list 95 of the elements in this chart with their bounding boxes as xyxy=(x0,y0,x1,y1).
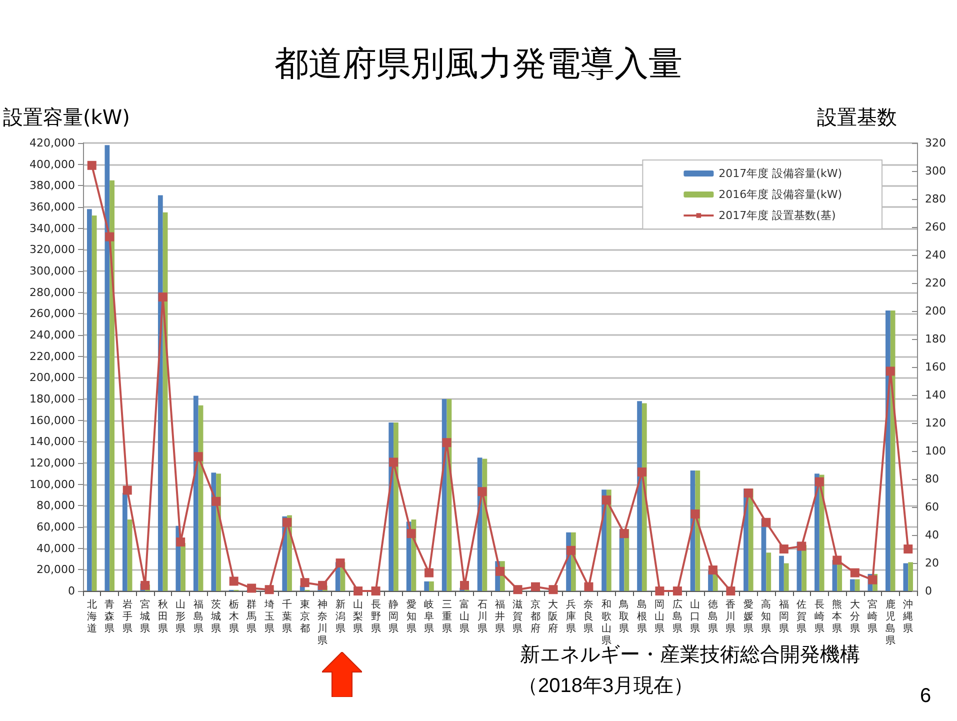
x-tick-label: 佐賀県 xyxy=(796,600,807,634)
x-tick-label: 北海道 xyxy=(86,598,97,634)
x-tick-label: 大分県 xyxy=(850,598,860,634)
y-tick-label: 160,000 xyxy=(30,414,75,427)
x-tick-label: 千葉県 xyxy=(282,598,292,634)
x-tick-label: 兵庫県 xyxy=(566,598,576,634)
text: 6 xyxy=(920,685,932,707)
y-tick-label: 100,000 xyxy=(30,478,75,491)
x-tick-label: 宮城県 xyxy=(139,598,150,634)
x-tick-label: 栃木県 xyxy=(228,598,239,634)
y2-tick-label: 60 xyxy=(925,500,939,514)
x-tick-label: 徳島県 xyxy=(708,600,718,634)
y2-tick-label: 20 xyxy=(925,556,939,570)
y2-tick-label: 80 xyxy=(925,472,939,486)
y2-tick-label: 0 xyxy=(925,584,932,598)
x-tick-label: 長崎県 xyxy=(814,600,824,634)
x-tick-label: 愛媛県 xyxy=(743,598,754,634)
y-tick-label: 60,000 xyxy=(36,520,75,534)
y-tick-label: 180,000 xyxy=(30,392,75,406)
y2-tick-label: 180 xyxy=(925,332,946,346)
y-tick-label: 20,000 xyxy=(36,563,75,576)
x-tick-label: 岐阜県 xyxy=(424,598,434,634)
x-tick-label: 秋田県 xyxy=(158,598,168,634)
x-tick-label: 岡山県 xyxy=(654,600,665,634)
y-tick-label: 200,000 xyxy=(30,371,75,384)
x-tick-label: 静岡県 xyxy=(388,598,399,634)
y-tick-label: 360,000 xyxy=(30,200,75,214)
x-tick-label: 福島県 xyxy=(193,598,204,634)
x-tick-label: 群馬県 xyxy=(246,598,257,634)
y-tick-label: 120,000 xyxy=(30,456,75,470)
legend-label: 2017年度 設置基数(基) xyxy=(718,209,836,222)
y-tick-label: 320,000 xyxy=(30,243,75,256)
y2-tick-label: 120 xyxy=(925,416,946,430)
x-tick-label: 広島県 xyxy=(672,598,682,634)
y-tick-label: 40,000 xyxy=(36,542,75,555)
y-tick-label: 80,000 xyxy=(36,499,75,512)
y-tick-label: 220,000 xyxy=(30,350,75,363)
legend-label: 2016年度 設備容量(kW) xyxy=(718,188,842,201)
x-tick-label: 山梨県 xyxy=(353,598,364,634)
y-tick-label: 380,000 xyxy=(30,179,75,192)
x-tick-label: 東京都 xyxy=(300,598,310,634)
x-tick-label: 三重県 xyxy=(442,600,452,634)
x-tick-label: 大阪府 xyxy=(548,598,558,634)
x-tick-label: 石川県 xyxy=(477,600,488,634)
y2-tick-label: 280 xyxy=(925,192,946,206)
x-tick-label: 熊本県 xyxy=(832,598,842,634)
x-tick-label: 岩手県 xyxy=(122,598,132,634)
x-tick-label: 沖縄県 xyxy=(902,598,914,634)
x-tick-label: 香川県 xyxy=(726,598,736,634)
y2-tick-label: 320 xyxy=(925,136,946,150)
text: 新エネルギー・産業技術総合開発機構 xyxy=(520,644,860,666)
x-tick-label: 福岡県 xyxy=(778,598,789,634)
y-tick-label: 280,000 xyxy=(30,286,75,299)
x-tick-label: 新潟県 xyxy=(335,598,346,634)
x-tick-label: 山口県 xyxy=(690,598,700,634)
legend-label: 2017年度 設備容量(kW) xyxy=(718,167,842,180)
y-tick-label: 300,000 xyxy=(30,264,75,278)
x-tick-label: 福井県 xyxy=(495,598,505,634)
x-tick-label: 滋賀県 xyxy=(512,598,523,634)
y-tick-label: 0 xyxy=(68,584,75,598)
x-tick-label: 富山県 xyxy=(460,598,470,634)
y2-tick-label: 240 xyxy=(925,248,946,262)
y-tick-label: 400,000 xyxy=(30,158,75,171)
y2-tick-label: 200 xyxy=(925,304,946,318)
x-tick-label: 山形県 xyxy=(176,598,186,634)
y-tick-label: 260,000 xyxy=(30,307,75,320)
y2-tick-label: 220 xyxy=(925,276,946,290)
y-tick-label: 420,000 xyxy=(30,136,75,150)
x-tick-label: 宮崎県 xyxy=(868,598,878,634)
x-tick-label: 鹿児島県 xyxy=(885,598,896,646)
x-tick-label: 神奈川県 xyxy=(318,598,328,646)
y2-tick-label: 40 xyxy=(925,528,939,542)
y-tick-label: 140,000 xyxy=(30,435,75,448)
y2-tick-label: 300 xyxy=(925,164,946,178)
y-tick-label: 240,000 xyxy=(30,328,75,342)
x-tick-label: 埼玉県 xyxy=(263,598,274,634)
x-tick-label: 茨城県 xyxy=(210,598,222,634)
y2-tick-label: 160 xyxy=(925,360,946,374)
x-tick-label: 京都府 xyxy=(530,598,540,634)
x-tick-label: 和歌山県 xyxy=(601,598,612,646)
x-tick-label: 長野県 xyxy=(370,600,381,634)
y-tick-label: 340,000 xyxy=(30,222,75,235)
y-axis-title: 設置容量(kW) xyxy=(3,105,130,129)
y2-tick-label: 140 xyxy=(925,388,946,402)
x-tick-label: 島根県 xyxy=(636,598,647,634)
chart-title: 都道府県別風力発電導入量 xyxy=(274,44,682,84)
y2-tick-label: 100 xyxy=(925,444,946,458)
x-tick-label: 高知県 xyxy=(761,598,772,634)
x-tick-label: 鳥取県 xyxy=(618,598,630,634)
y2-tick-label: 260 xyxy=(925,220,946,234)
text: （2018年3月現在） xyxy=(518,675,694,697)
x-tick-label: 青森県 xyxy=(104,598,115,634)
x-tick-label: 愛知県 xyxy=(406,598,416,634)
x-tick-label: 奈良県 xyxy=(584,600,594,634)
y2-axis-title: 設置基数 xyxy=(817,105,897,129)
